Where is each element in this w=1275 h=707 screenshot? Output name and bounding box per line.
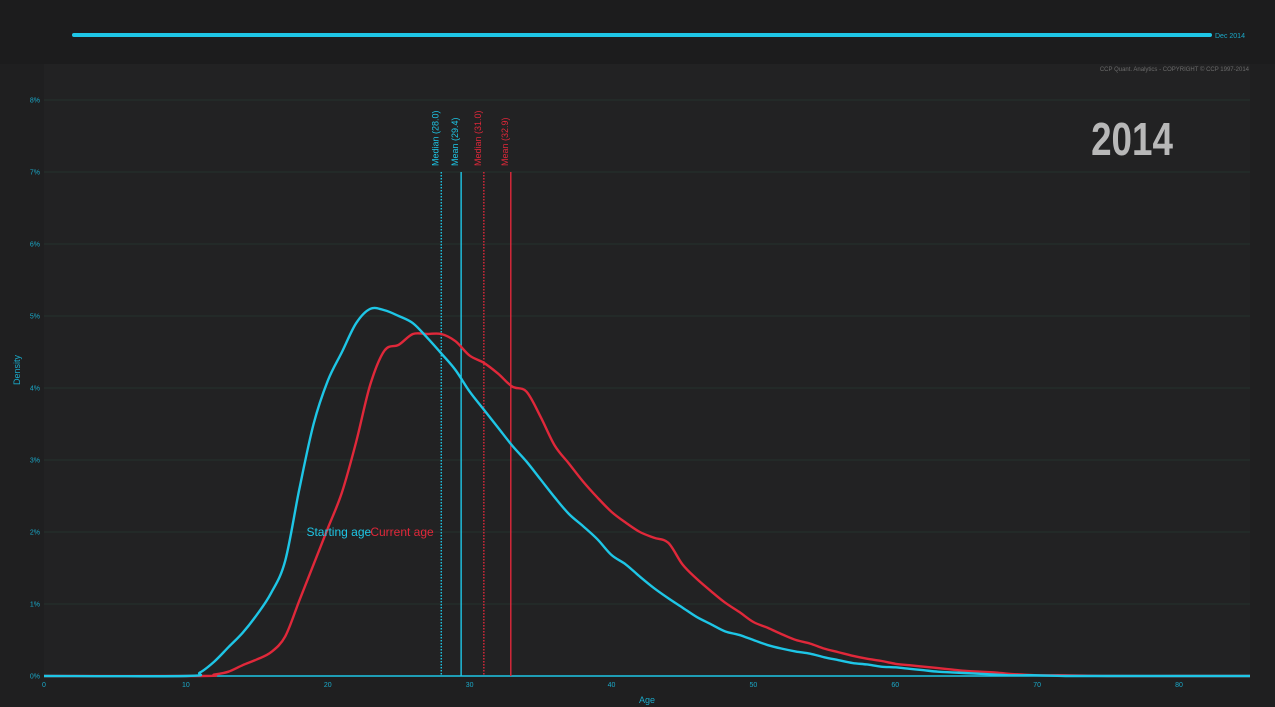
series-line [43,332,1250,678]
copyright-text: CCP Quant. Analytics - COPYRIGHT © CCP 1… [1100,66,1250,73]
timeline-date-label: Dec 2014 [1215,33,1245,40]
y-tick-label: 7% [30,170,40,177]
series-line [43,306,1250,678]
x-tick-label: 0 [42,682,46,689]
y-tick-label: 2% [30,530,40,537]
y-tick-label: 1% [30,602,40,609]
x-tick-label: 50 [750,682,758,689]
year-label: 2014 [1091,113,1173,165]
stat-line-label: Mean (32.9) [500,117,510,166]
x-tick-label: 80 [1175,682,1183,689]
y-tick-label: 6% [30,242,40,249]
x-axis-label: Age [639,695,655,705]
y-tick-label: 0% [30,674,40,681]
y-tick-label: 4% [30,386,40,393]
x-tick-label: 10 [182,682,190,689]
y-tick-label: 5% [30,314,40,321]
x-tick-label: 30 [466,682,474,689]
stat-lines: Median (28.0) Mean (29.4) Median (31.0) Mea… [430,110,512,676]
timeline[interactable]: Dec 2014 [72,33,1245,40]
x-tick-label: 20 [324,682,332,689]
plot-area [44,64,1250,676]
series-lines [43,306,1250,678]
y-axis-ticks: 0% 1% 2% 3% 4% 5% 6% 7% 8% [30,98,40,681]
y-tick-label: 3% [30,458,40,465]
x-axis-ticks: 0 10 20 30 40 50 60 70 80 [42,682,1183,689]
x-tick-label: 40 [608,682,616,689]
stat-line-label: Median (28.0) [430,110,440,166]
stat-line-label: Median (31.0) [473,110,483,166]
series-label: Current age [370,525,434,539]
x-tick-label: 70 [1033,682,1041,689]
timeline-strip [0,0,1275,64]
x-tick-label: 60 [891,682,899,689]
y-tick-label: 8% [30,98,40,105]
y-axis-label: Density [12,354,22,385]
stat-line-label: Mean (29.4) [450,117,460,166]
series-labels: Starting age Current age [306,525,434,539]
series-label: Starting age [306,525,371,539]
